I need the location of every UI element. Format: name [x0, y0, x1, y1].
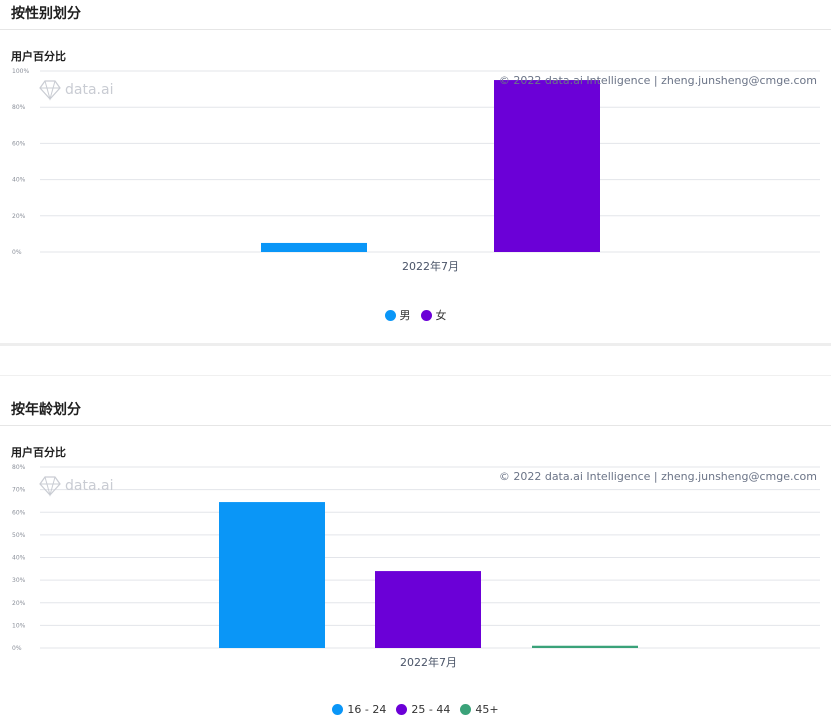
section-rule [0, 29, 831, 30]
legend-label: 45+ [475, 703, 499, 716]
legend-label: 25 - 44 [411, 703, 451, 716]
y-tick-label: 20% [12, 213, 26, 220]
age-legend: 16 - 24 25 - 44 45+ [0, 703, 831, 716]
y-tick-label: 10% [12, 622, 26, 629]
legend-dot-icon [460, 704, 472, 715]
legend-item[interactable]: 25 - 44 [396, 703, 450, 716]
y-tick-label: 100% [12, 68, 29, 75]
y-tick-label: 70% [12, 487, 26, 494]
gender-legend: 男女 [0, 307, 831, 323]
y-tick-label: 80% [12, 464, 26, 471]
legend-label: 16 - 24 [347, 703, 387, 716]
y-tick-label: 0% [12, 249, 22, 256]
legend-item[interactable]: 16 - 24 [332, 703, 386, 716]
watermark-text: data.ai [65, 478, 113, 494]
x-category-label: 2022年7月 [400, 655, 457, 669]
legend-dot-icon [396, 704, 408, 715]
copyright-text: © 2022 data.ai Intelligence | zheng.juns… [499, 470, 817, 483]
legend-label: 女 [435, 309, 447, 322]
legend-item[interactable]: 45+ [460, 703, 499, 716]
bar-45+ [532, 645, 638, 648]
section-rule [0, 425, 831, 426]
y-tick-label: 60% [12, 140, 26, 147]
section-title: 按年龄划分 [11, 402, 81, 418]
gender-chart: 0% 20% 40% 60% 80% 100% data.ai © 2022 data.ai … [12, 68, 820, 273]
legend-dot-icon [332, 704, 344, 715]
section-separator-line [0, 375, 831, 376]
legend-dot-icon [420, 309, 432, 321]
data-ai-logo-icon [39, 476, 61, 497]
watermark-text: data.ai [65, 82, 113, 98]
y-tick-label: 0% [12, 645, 22, 652]
copyright-text: © 2022 data.ai Intelligence | zheng.juns… [499, 74, 817, 87]
legend-item[interactable]: 女 [420, 307, 447, 323]
y-tick-label: 40% [12, 177, 26, 184]
y-tick-label: 60% [12, 509, 26, 516]
section-title: 按性别划分 [11, 6, 81, 22]
bar-25-44 [375, 571, 481, 648]
data-ai-logo-icon [39, 80, 61, 101]
chart-label: 用户百分比 [11, 446, 66, 459]
y-tick-label: 80% [12, 104, 26, 111]
legend-label: 男 [399, 309, 411, 322]
y-tick-label: 20% [12, 600, 26, 607]
legend-item[interactable]: 男 [384, 307, 411, 323]
legend-dot-icon [384, 309, 396, 321]
bar-女 [494, 80, 600, 252]
bar-男 [261, 242, 367, 252]
y-tick-label: 40% [12, 555, 26, 562]
chart-label: 用户百分比 [11, 50, 66, 63]
bar-16-24 [219, 502, 325, 648]
y-tick-label: 30% [12, 577, 26, 584]
section-separator [0, 343, 831, 346]
y-tick-label: 50% [12, 532, 26, 539]
x-category-label: 2022年7月 [402, 259, 459, 273]
